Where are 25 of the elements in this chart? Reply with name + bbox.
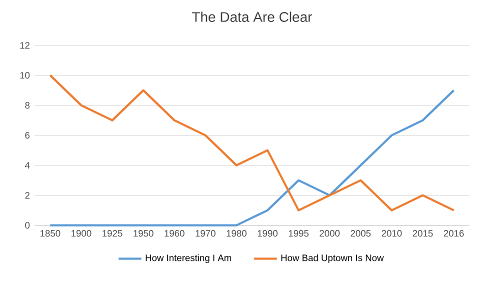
x-tick-label: 2005 xyxy=(350,230,371,237)
y-tick-label: 8 xyxy=(25,102,30,109)
x-tick-label: 2010 xyxy=(382,230,402,237)
y-tick-label: 12 xyxy=(20,42,30,49)
x-tick-label: 1850 xyxy=(40,230,60,237)
x-tick-label: 2016 xyxy=(444,230,464,237)
x-tick-label: 2015 xyxy=(412,230,433,237)
x-tick-label: 1980 xyxy=(226,230,246,237)
y-tick-label: 2 xyxy=(25,192,30,199)
legend-label: How Interesting I Am xyxy=(146,254,232,264)
x-tick-label: 1925 xyxy=(102,230,122,237)
x-tick-label: 2000 xyxy=(320,230,340,237)
line-series xyxy=(49,74,455,212)
x-tick-label: 1950 xyxy=(134,230,154,237)
y-tick-label: 0 xyxy=(25,222,30,229)
y-tick-label: 6 xyxy=(25,132,30,139)
x-tick-label: 1990 xyxy=(258,230,278,237)
x-tick-label: 1900 xyxy=(72,230,92,237)
legend-label: How Bad Uptown Is Now xyxy=(281,254,384,264)
y-tick-label: 4 xyxy=(24,162,30,169)
x-tick-label: 1970 xyxy=(196,230,216,237)
x-tick-label: 1995 xyxy=(288,230,309,237)
x-tick-label: 1960 xyxy=(164,230,184,237)
y-tick-label: 10 xyxy=(20,72,30,79)
chart-title: The Data Are Clear xyxy=(192,12,312,22)
